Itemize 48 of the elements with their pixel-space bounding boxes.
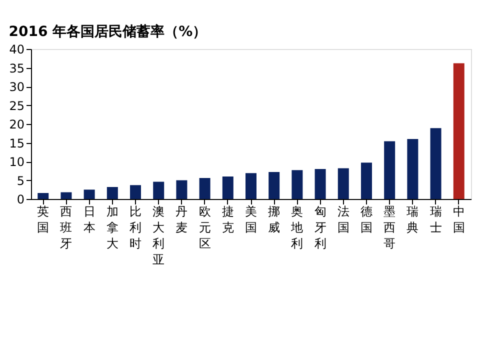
y-tick-label: 20 xyxy=(9,118,24,132)
x-tick-label: 欧元区 xyxy=(198,204,211,250)
y-tick-label: 15 xyxy=(9,136,24,150)
bar xyxy=(268,172,280,199)
bar xyxy=(199,178,210,199)
x-tick-label: 丹麦 xyxy=(176,204,188,234)
y-tick-label: 0 xyxy=(16,192,24,206)
bar xyxy=(430,128,442,199)
bar xyxy=(314,169,326,199)
bar xyxy=(384,141,396,199)
y-tick-label: 25 xyxy=(9,98,24,113)
bar xyxy=(360,162,372,199)
x-tick-label: 奥地利 xyxy=(290,204,304,250)
x-tick-label: 澳大利亚 xyxy=(152,204,165,266)
x-tick-label: 比利时 xyxy=(130,204,142,250)
chart-title: 2016 年各国居民储蓄率（%） xyxy=(8,23,207,40)
x-tick-label: 匈牙利 xyxy=(314,204,326,250)
bar xyxy=(292,170,303,199)
y-tick-label: 40 xyxy=(9,42,24,56)
x-tick-label: 中国 xyxy=(452,204,465,234)
x-tick-label: 德国 xyxy=(360,204,372,234)
x-tick-label: 捷克 xyxy=(222,204,234,234)
bar xyxy=(130,185,142,199)
y-tick-label: 35 xyxy=(9,61,24,76)
bar xyxy=(407,139,418,199)
x-tick-label: 挪威 xyxy=(268,204,280,234)
x-tick-label: 英国 xyxy=(37,204,50,234)
x-tick-label: 瑞士 xyxy=(430,204,442,234)
bar xyxy=(38,193,49,199)
y-tick-label: 10 xyxy=(9,155,24,169)
bar xyxy=(153,182,164,199)
y-tick-label: 5 xyxy=(16,174,24,188)
bar xyxy=(453,63,464,199)
y-tick-label: 30 xyxy=(9,80,24,94)
x-tick-label: 瑞典 xyxy=(406,204,419,234)
x-tick-label: 墨西哥 xyxy=(384,204,396,250)
bar xyxy=(222,176,234,199)
x-tick-label: 加拿大 xyxy=(106,204,118,250)
bar xyxy=(84,190,95,199)
x-tick-label: 美国 xyxy=(245,204,257,234)
bar xyxy=(338,168,349,199)
x-tick-label: 西班牙 xyxy=(60,204,72,250)
bar xyxy=(106,187,118,199)
x-tick-label: 法国 xyxy=(337,204,350,234)
bar xyxy=(60,192,72,199)
x-tick-label: 日本 xyxy=(83,204,96,234)
bar xyxy=(176,180,188,199)
bar xyxy=(246,173,256,199)
